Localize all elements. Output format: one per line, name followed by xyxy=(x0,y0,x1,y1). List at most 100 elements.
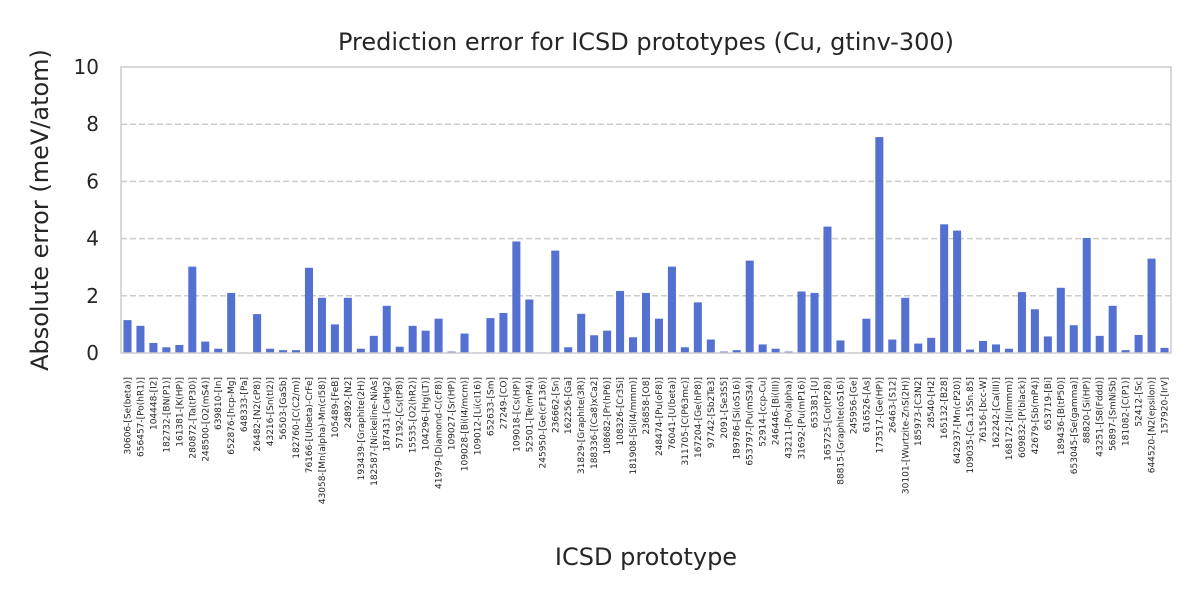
x-tick-label: 236662-[Sn] xyxy=(551,377,561,433)
x-tick-label: 108682-[Pr(hP6)] xyxy=(603,377,613,454)
x-tick-label: 31829-[Graphite(3R)] xyxy=(577,377,587,474)
x-tick-label: 24892-[N2] xyxy=(344,377,354,428)
x-tick-label: 193439-[Graphite(2H)] xyxy=(357,377,367,480)
bar xyxy=(123,320,132,353)
x-tick-label: 31692-[Pu(mP16)] xyxy=(798,377,808,460)
x-axis-label: ICSD prototype xyxy=(555,543,737,571)
x-tick-label: 26463-[S12] xyxy=(888,377,898,433)
bar xyxy=(201,341,210,353)
x-tick-label: 181908-[Si(I4/mmm)] xyxy=(629,377,639,475)
plot-frame xyxy=(120,66,1172,354)
x-tick-label: 76166-[U(beta)-CrFe] xyxy=(305,377,315,473)
x-tick-label: 616526-[As] xyxy=(862,377,872,432)
bar xyxy=(1121,350,1130,353)
x-tick-label: 56503-[GaSb] xyxy=(279,377,289,440)
bar xyxy=(991,344,1001,353)
x-tick-label: 27249-[CO] xyxy=(499,377,509,429)
bar xyxy=(979,340,988,353)
bar xyxy=(395,346,404,353)
x-tick-label: 639810-[In] xyxy=(214,377,224,430)
x-tick-label: 162242-[Ca(III)] xyxy=(992,377,1002,448)
x-tick-label: 41979-[Diamond-C(cF8)] xyxy=(435,377,445,489)
x-tick-label: 105489-[FeB] xyxy=(331,377,341,438)
bar xyxy=(771,348,780,353)
bar xyxy=(667,266,676,353)
bar xyxy=(732,350,741,353)
x-tick-labels: 30606-[Se(beta)] 656457-[Po(hR1)] 104448-[… xyxy=(123,377,1170,504)
bar xyxy=(1108,305,1117,353)
x-tick-label: 167204-[Ge(hP8)] xyxy=(694,377,704,458)
bar xyxy=(188,266,197,353)
bar xyxy=(1134,334,1143,353)
x-tick-label: 182587-[Nickeline-NiAs] xyxy=(370,377,380,486)
x-tick-label: 2091-[Se3S5] xyxy=(720,377,730,439)
y-tick-label: 8 xyxy=(86,112,99,136)
bar xyxy=(1095,335,1104,353)
bar xyxy=(940,224,949,353)
bar xyxy=(382,305,391,353)
bar xyxy=(590,335,599,353)
bar xyxy=(1082,238,1091,353)
y-tick-label: 0 xyxy=(86,341,99,365)
x-tick-label: 246446-[Bi(III)] xyxy=(772,377,782,445)
bar xyxy=(888,339,897,353)
x-tick-label: 653381-[U] xyxy=(811,377,821,428)
x-tick-label: 653719-[Bi] xyxy=(1044,377,1054,430)
x-tick-label: 644520-[N2(epsilon)] xyxy=(1148,377,1158,473)
x-tick-label: 43216-[Sn(tI2)] xyxy=(266,377,276,446)
x-tick-label: 30101-[Wurtzite-ZnS(2H)] xyxy=(901,377,911,494)
bar xyxy=(901,297,910,353)
x-tick-label: 28540-[H2] xyxy=(927,377,937,428)
y-tick-label: 2 xyxy=(86,284,99,308)
bar xyxy=(823,226,832,353)
bar xyxy=(641,292,651,353)
bar xyxy=(460,333,469,353)
x-tick-label: 173517-[Ge(HP)] xyxy=(875,377,885,453)
bar xyxy=(616,290,625,353)
x-tick-label: 652633-[Sm] xyxy=(486,377,496,436)
bar xyxy=(1004,348,1013,353)
bar xyxy=(1160,347,1169,353)
x-tick-label: 43251-[S8(Fddd)] xyxy=(1096,377,1106,457)
bar xyxy=(629,337,638,353)
x-tick-label: 188336-[(Ca8)xCa2] xyxy=(590,377,600,469)
bar xyxy=(914,343,923,353)
bar xyxy=(603,330,612,353)
bar xyxy=(758,344,767,353)
x-tick-label: 97742-[Sb2Te3] xyxy=(707,377,717,448)
bar xyxy=(525,299,534,353)
x-tick-label: 236858-[O8] xyxy=(642,377,652,434)
bar xyxy=(1030,309,1039,353)
x-tick-label: 76156-[bcc-W] xyxy=(979,377,989,443)
x-tick-label: 652876-[hcp-Mg] xyxy=(227,377,237,455)
x-tick-label: 52914-[ccp-Cu] xyxy=(759,377,769,447)
bar xyxy=(421,330,430,353)
x-tick-label: 26482-[N2(cP8)] xyxy=(253,377,263,451)
bar xyxy=(1056,287,1065,353)
bar xyxy=(136,325,145,353)
x-tick-label: 56897-[SmNiSb] xyxy=(1109,377,1119,451)
bar xyxy=(486,318,495,353)
bar xyxy=(253,314,262,353)
bar xyxy=(1147,258,1156,353)
x-tick-label: 182760-[C(C2/m)] xyxy=(292,377,302,459)
bar xyxy=(1043,336,1052,353)
bar xyxy=(291,350,301,353)
bar xyxy=(266,348,275,353)
bar xyxy=(1069,325,1078,353)
x-tick-label: 104448-[I2] xyxy=(149,377,159,430)
x-tick-label: 104296-[Hg(LT)] xyxy=(422,377,432,450)
bar xyxy=(214,348,223,353)
y-gridlines xyxy=(121,123,1171,297)
bar xyxy=(551,250,560,353)
bar xyxy=(330,324,339,353)
x-tick-label: 280872-[Ta(tP30)] xyxy=(188,377,198,459)
bar xyxy=(408,325,417,353)
x-tick-label: 168172-[I(Immm)] xyxy=(1005,377,1015,460)
bar xyxy=(499,312,508,353)
x-tick-label: 52501-[Te(mP4)] xyxy=(525,377,535,452)
y-axis-label: Absolute error (meV/atom) xyxy=(26,49,54,371)
bar xyxy=(512,241,521,353)
bar xyxy=(953,230,962,353)
x-tick-label: 165132-[B28] xyxy=(940,377,950,439)
